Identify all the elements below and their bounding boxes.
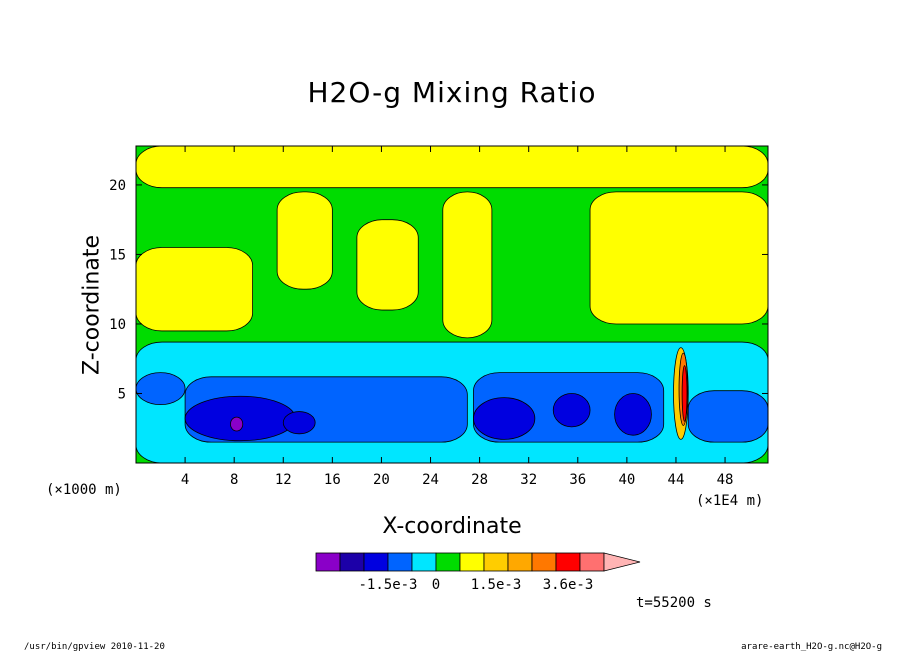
y-tick-label: 20 bbox=[109, 178, 126, 194]
contour-region-16 bbox=[230, 416, 244, 432]
contour-region-0 bbox=[136, 146, 768, 189]
contour-region-5 bbox=[589, 191, 768, 325]
contour-region-19 bbox=[681, 365, 688, 422]
colorbar-box bbox=[387, 552, 413, 572]
x-tick-label: 24 bbox=[422, 472, 439, 488]
colorbar-box bbox=[483, 552, 509, 572]
colorbar-box bbox=[555, 552, 581, 572]
contour-region-2 bbox=[276, 191, 333, 290]
x-tick-label: 48 bbox=[717, 472, 734, 488]
colorbar-label: 3.6e-3 bbox=[543, 577, 594, 593]
x-unit-label: (×1000 m) bbox=[46, 482, 122, 498]
colorbar-box bbox=[411, 552, 437, 572]
y-axis-label: Z-coordinate bbox=[79, 235, 105, 375]
contour-fields bbox=[136, 146, 768, 463]
colorbar-box bbox=[363, 552, 389, 572]
x-tick-label: 44 bbox=[668, 472, 685, 488]
x-tick-label: 32 bbox=[520, 472, 537, 488]
colorbar-label: 0 bbox=[432, 577, 440, 593]
x-tick-label: 16 bbox=[324, 472, 341, 488]
colorbar-box bbox=[531, 552, 557, 572]
colorbar-box bbox=[435, 552, 461, 572]
contour-region-15 bbox=[614, 393, 652, 436]
x-tick-label: 36 bbox=[569, 472, 586, 488]
contour-region-1 bbox=[136, 247, 253, 332]
colorbar-box bbox=[507, 552, 533, 572]
footer-right: arare-earth_H2O-g.nc@H2O-g bbox=[741, 642, 882, 652]
colorbar-box bbox=[579, 552, 605, 572]
plot-frame bbox=[135, 145, 769, 464]
colorbar-arrow bbox=[603, 552, 641, 572]
contour-region-13 bbox=[473, 397, 536, 440]
x-tick-label: 8 bbox=[230, 472, 238, 488]
colorbar-label: 1.5e-3 bbox=[471, 577, 522, 593]
x-tick-label: 40 bbox=[618, 472, 635, 488]
contour-region-14 bbox=[552, 393, 591, 428]
x-tick-label: 20 bbox=[373, 472, 390, 488]
x-tick-label: 28 bbox=[471, 472, 488, 488]
contour-region-12 bbox=[282, 411, 316, 435]
chart-title: H2O-g Mixing Ratio bbox=[307, 76, 597, 109]
time-label: t=55200 s bbox=[636, 595, 712, 611]
y-tick-label: 10 bbox=[109, 317, 126, 333]
colorbar-label: -1.5e-3 bbox=[358, 577, 417, 593]
contour-region-4 bbox=[442, 191, 493, 339]
colorbar-box bbox=[339, 552, 365, 572]
contour-region-10 bbox=[687, 390, 768, 443]
contour-region-3 bbox=[356, 219, 419, 311]
x-tick-label: 12 bbox=[275, 472, 292, 488]
colorbar-box bbox=[459, 552, 485, 572]
y-tick-label: 15 bbox=[109, 247, 126, 263]
colorbar-box bbox=[315, 552, 341, 572]
y-tick-label: 5 bbox=[118, 386, 126, 402]
footer-left: /usr/bin/gpview 2010-11-20 bbox=[24, 642, 165, 652]
contour-region-7 bbox=[136, 372, 186, 406]
x-axis-label: X-coordinate bbox=[382, 514, 522, 539]
x-scale-label: (×1E4 m) bbox=[696, 493, 764, 509]
x-tick-label: 4 bbox=[181, 472, 189, 488]
